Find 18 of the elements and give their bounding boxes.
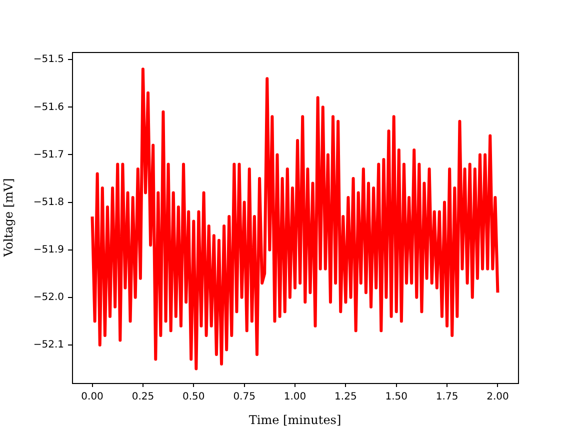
y-tick-label: −51.6 [33, 102, 64, 113]
x-tick-label: 0.75 [233, 392, 256, 403]
y-tick-label: −52.1 [33, 340, 64, 351]
x-tick-label: 0.50 [182, 392, 205, 403]
x-tick-label: 2.00 [486, 392, 509, 403]
x-axis-title: Time [minutes] [248, 412, 342, 427]
x-tick-label: 1.50 [385, 392, 408, 403]
x-tick-label: 0.25 [132, 392, 154, 403]
x-tick-label: 1.75 [436, 392, 458, 403]
y-tick-label: −51.9 [33, 244, 64, 256]
x-tick-label: 1.00 [284, 392, 306, 403]
y-tick-label: −51.7 [33, 149, 64, 160]
x-tick-label: 0.00 [81, 392, 104, 403]
y-axis-title: Voltage [mV] [1, 178, 16, 258]
y-tick-label: −52.0 [33, 292, 64, 303]
y-tick-label: −51.5 [33, 54, 64, 66]
y-tick-label: −51.8 [33, 196, 64, 208]
x-tick-label: 1.25 [334, 392, 357, 403]
